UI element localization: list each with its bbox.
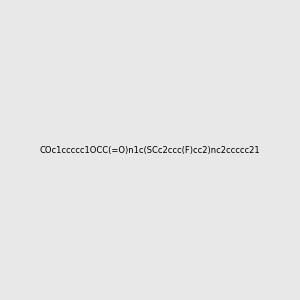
Text: COc1ccccc1OCC(=O)n1c(SCc2ccc(F)cc2)nc2ccccc21: COc1ccccc1OCC(=O)n1c(SCc2ccc(F)cc2)nc2cc… bbox=[40, 146, 260, 154]
